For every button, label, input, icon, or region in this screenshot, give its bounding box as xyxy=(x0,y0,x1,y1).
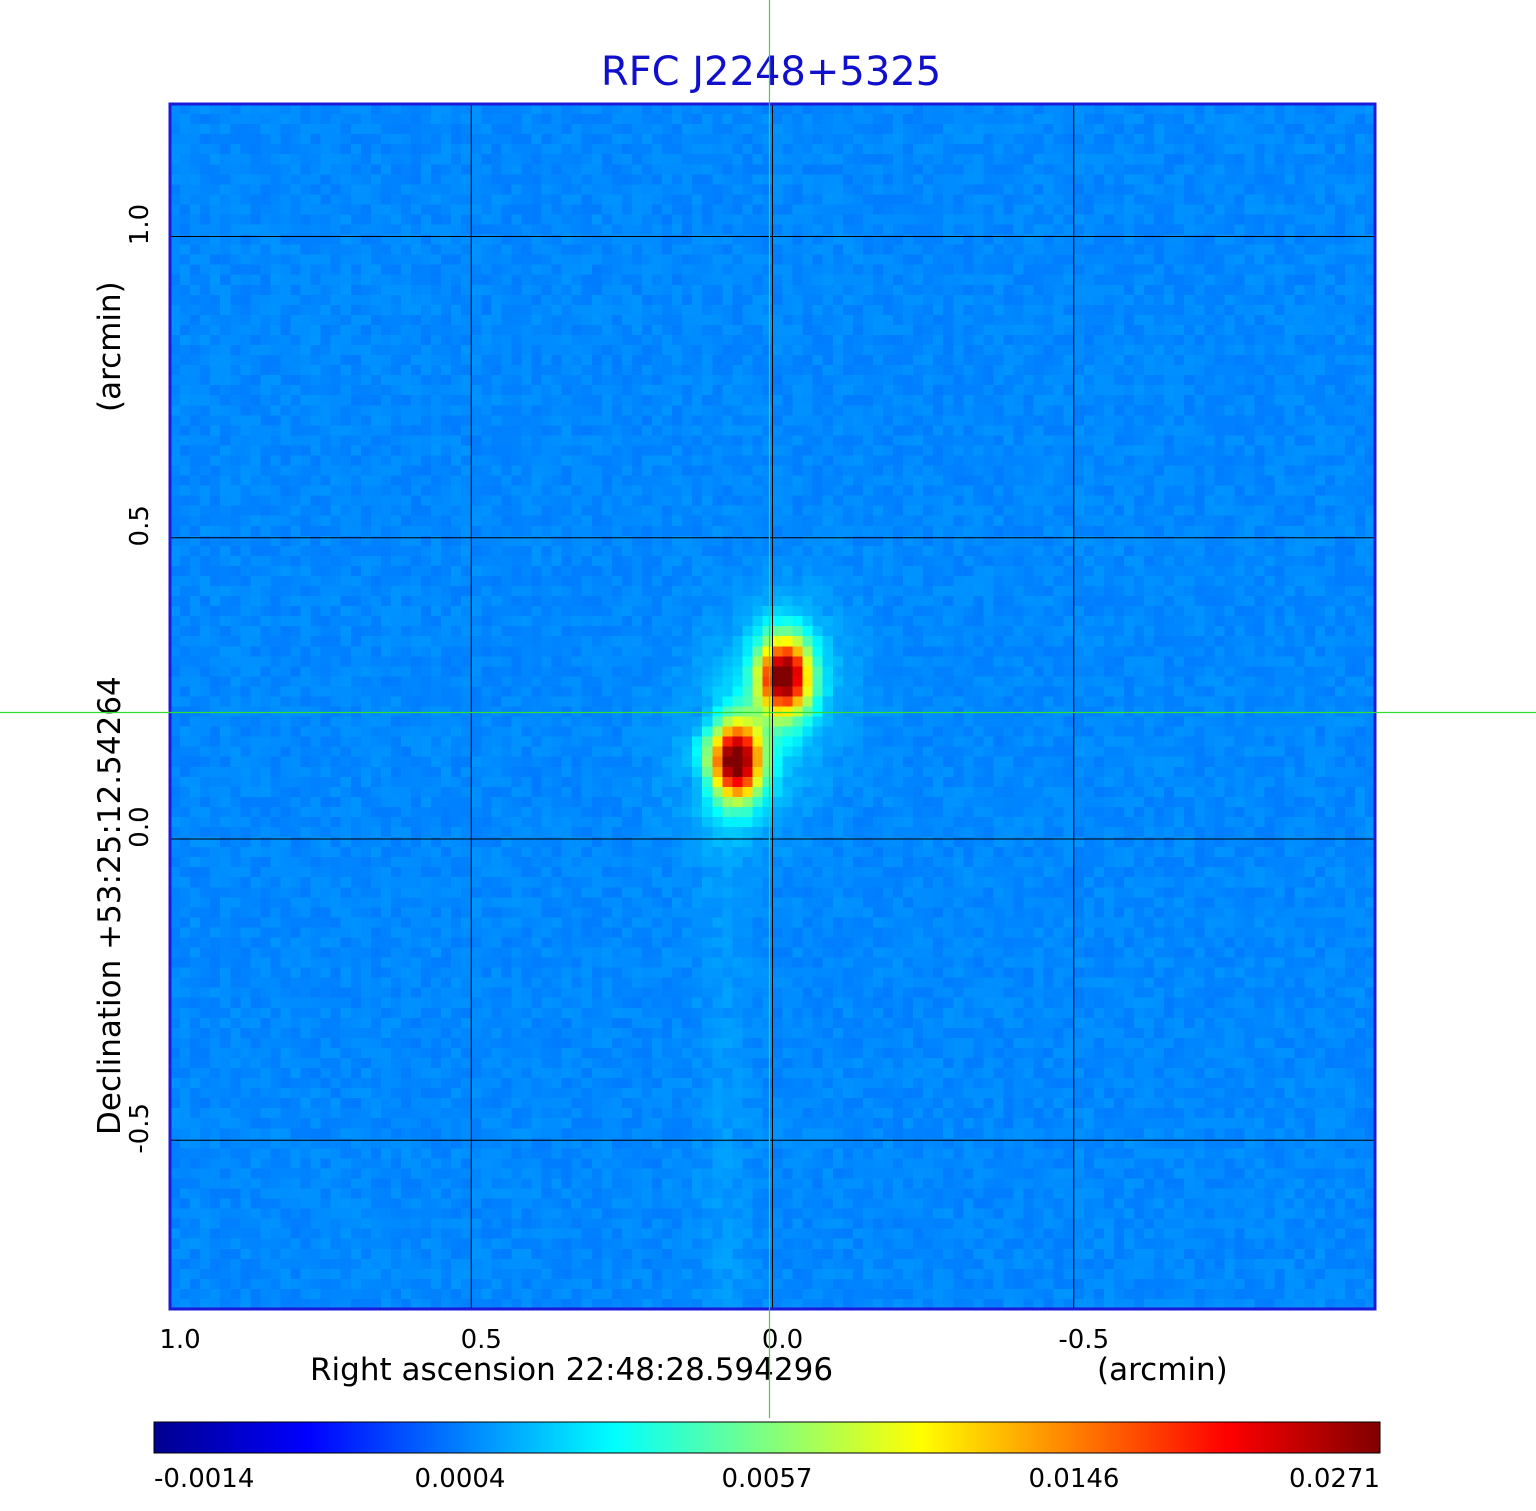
colorbar-tick-label: 0.0271 xyxy=(1289,1464,1380,1494)
y-tick-label: -0.5 xyxy=(125,1103,155,1154)
colorbar-tick-label: -0.0014 xyxy=(154,1464,254,1494)
y-axis-unit: (arcmin) xyxy=(92,281,128,412)
x-axis-ticks: 1.0 0.5 0.0 -0.5 xyxy=(159,1325,1109,1355)
x-axis-label: Right ascension 22:48:28.594296 xyxy=(310,1352,833,1388)
colorbar-gradient xyxy=(153,1421,1381,1454)
colorbar: -0.0014 0.0004 0.0057 0.0146 0.0271 xyxy=(153,1421,1381,1494)
x-tick-label: 0.5 xyxy=(461,1325,502,1355)
coordinate-grid xyxy=(169,104,1375,1309)
y-tick-label: 0.5 xyxy=(125,505,155,546)
x-tick-label: 0.0 xyxy=(762,1325,803,1355)
x-tick-label: -0.5 xyxy=(1058,1325,1109,1355)
colorbar-ticks: -0.0014 0.0004 0.0057 0.0146 0.0271 xyxy=(154,1464,1380,1494)
y-axis-ticks: 1.0 0.5 0.0 -0.5 xyxy=(125,204,155,1154)
x-tick-label: 1.0 xyxy=(159,1325,200,1355)
colorbar-tick-label: 0.0057 xyxy=(722,1464,813,1494)
plot-frame xyxy=(168,102,1377,1311)
x-axis-unit: (arcmin) xyxy=(1097,1352,1228,1388)
y-tick-label: 1.0 xyxy=(125,204,155,245)
chart-title: RFC J2248+5325 xyxy=(601,49,941,95)
crosshair xyxy=(0,0,1536,1418)
colorbar-tick-label: 0.0004 xyxy=(415,1464,506,1494)
y-tick-label: 0.0 xyxy=(125,806,155,847)
plot-area xyxy=(168,102,1377,1311)
colorbar-tick-label: 0.0146 xyxy=(1029,1464,1120,1494)
y-axis-label: Declination +53:25:12.54264 xyxy=(92,676,128,1135)
